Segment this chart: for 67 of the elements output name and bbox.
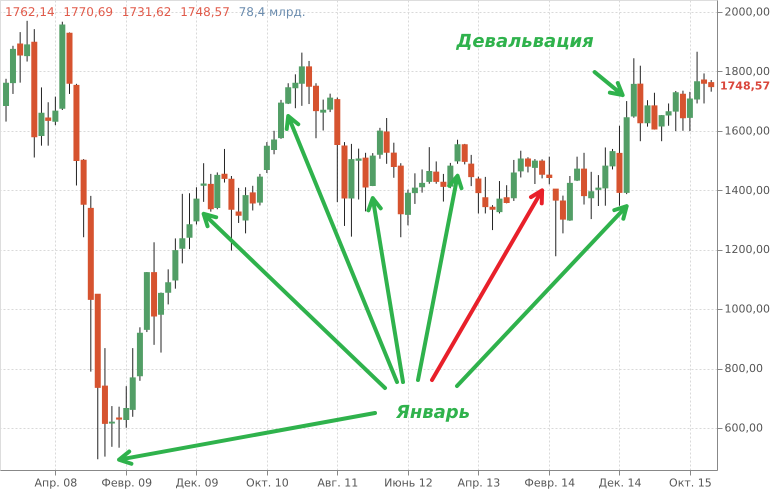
y-tick-label: 1400,00 <box>724 184 770 197</box>
y-tick-label: 2000,00 <box>724 5 770 18</box>
x-tick-label: Апр. 08 <box>34 476 78 490</box>
candlestick <box>108 406 115 448</box>
candlestick <box>462 143 468 165</box>
candlestick <box>250 185 256 211</box>
candlestick <box>384 118 390 164</box>
text: 1748,57 <box>720 80 770 93</box>
annotation: 1731,62 <box>122 5 172 19</box>
candlestick <box>200 162 207 202</box>
x-tick-label: Апр. 13 <box>458 476 500 490</box>
candlestick <box>588 171 594 220</box>
candlestick <box>651 92 658 130</box>
candlestick <box>17 32 24 84</box>
y-tick-label: 1200,00 <box>724 243 770 256</box>
candlestick <box>496 180 502 214</box>
candlestick <box>546 156 552 185</box>
x-tick-label: Окт. 10 <box>246 476 289 490</box>
x-tick-label: Авг. 11 <box>317 476 358 490</box>
annotation: 1748,57 <box>180 5 230 19</box>
candlestick <box>376 127 383 160</box>
candlestick <box>221 148 228 184</box>
y-tick-label: 600,00 <box>724 422 763 435</box>
candlestick <box>560 195 566 234</box>
candlestick <box>475 176 482 214</box>
candlestick <box>52 96 58 126</box>
x-tick-label: Окт. 15 <box>669 476 712 490</box>
candlestick <box>320 99 326 132</box>
annotation: Девальвация <box>455 31 594 52</box>
x-tick-label: Февр. 14 <box>524 476 576 490</box>
candlestick <box>426 146 432 184</box>
annotation: 1762,14 <box>5 5 55 19</box>
x-tick-label: Дек. 09 <box>175 476 218 490</box>
candlestick <box>532 158 538 185</box>
candlestick <box>158 292 164 354</box>
candlestick <box>524 156 531 173</box>
annotation: 78,4 млрд. <box>238 5 306 19</box>
candlestick <box>179 193 186 264</box>
x-tick-label: Февр. 09 <box>101 476 152 490</box>
candlestick <box>680 90 686 132</box>
candlestick <box>38 86 44 146</box>
y-tick-label: 1600,00 <box>724 124 770 138</box>
candlestick <box>419 168 426 194</box>
x-tick-label: Июнь 12 <box>384 476 433 490</box>
candlestick <box>165 268 172 305</box>
candlestick <box>24 20 30 62</box>
y-tick-label: 1000,00 <box>724 302 770 316</box>
candlestick <box>644 100 650 128</box>
candlestick <box>518 150 524 178</box>
candlestick <box>574 156 580 182</box>
candlestick <box>672 90 679 132</box>
candlestick <box>236 187 242 224</box>
candlestick <box>327 93 334 113</box>
x-tick-label: Дек. 14 <box>598 476 642 490</box>
y-tick-label: 800,00 <box>724 362 763 376</box>
candlestick <box>454 139 461 164</box>
candlestick <box>468 154 474 187</box>
candlestick <box>193 186 200 225</box>
annotation: Январь <box>394 402 470 423</box>
candlestick <box>45 102 52 146</box>
y-tick-label: 1800,00 <box>724 64 770 78</box>
candlestick <box>552 188 559 257</box>
candlestick <box>186 192 192 250</box>
candlestick <box>539 158 546 179</box>
candlestick <box>116 406 122 448</box>
candlestick <box>504 184 510 204</box>
annotation: 1770,69 <box>63 5 114 19</box>
